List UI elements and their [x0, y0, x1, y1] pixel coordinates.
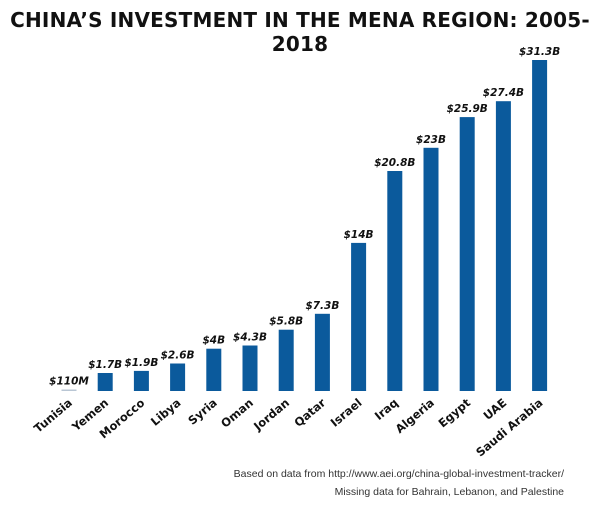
value-label: $110M	[49, 376, 89, 388]
value-label: $1.9B	[124, 357, 158, 369]
value-label: $14B	[344, 229, 374, 241]
value-label: $5.8B	[269, 316, 303, 328]
value-label: $7.3B	[305, 300, 339, 312]
value-label: $4.3B	[233, 332, 267, 344]
bar-egypt	[459, 117, 475, 391]
bar-libya	[170, 363, 186, 391]
bar-israel	[351, 242, 367, 391]
value-label: $1.7B	[88, 359, 122, 371]
category-label: Israel	[328, 396, 365, 430]
missing-data-note: Missing data for Bahrain, Lebanon, and P…	[334, 486, 564, 498]
bar-saudi-arabia	[532, 60, 548, 391]
bar-morocco	[133, 370, 149, 391]
category-label: Jordan	[250, 396, 292, 434]
value-label: $27.4B	[483, 87, 524, 99]
source-note: Based on data from http://www.aei.org/ch…	[233, 468, 564, 480]
category-label: Tunisia	[31, 396, 75, 436]
category-label: Qatar	[291, 395, 328, 429]
category-label: Egypt	[436, 395, 474, 430]
bar-syria	[206, 348, 222, 391]
category-label: Libya	[148, 396, 184, 429]
category-label: Oman	[218, 396, 256, 431]
value-label: $31.3B	[519, 46, 560, 58]
bar-uae	[495, 101, 511, 391]
bar-yemen	[97, 373, 113, 391]
bar-iraq	[387, 171, 403, 391]
bar-chart: $110MTunisia$1.7BYemen$1.9BMorocco$2.6BL…	[31, 46, 560, 460]
value-label: $20.8B	[374, 157, 415, 169]
category-label: Iraq	[372, 396, 401, 423]
chart-title: CHINA’S INVESTMENT IN THE MENA REGION: 2…	[10, 8, 590, 56]
value-label: $4B	[202, 335, 225, 347]
bar-algeria	[423, 147, 439, 391]
bar-oman	[242, 345, 258, 391]
category-label: Syria	[185, 396, 219, 428]
category-label: UAE	[481, 395, 510, 422]
category-label: Algeria	[392, 396, 436, 436]
bar-qatar	[314, 313, 330, 391]
bar-jordan	[278, 329, 294, 391]
value-label: $23B	[416, 134, 446, 146]
bar-tunisia	[61, 389, 77, 391]
category-label: Saudi Arabia	[473, 396, 545, 460]
value-label: $25.9B	[447, 103, 488, 115]
value-label: $2.6B	[161, 350, 195, 362]
